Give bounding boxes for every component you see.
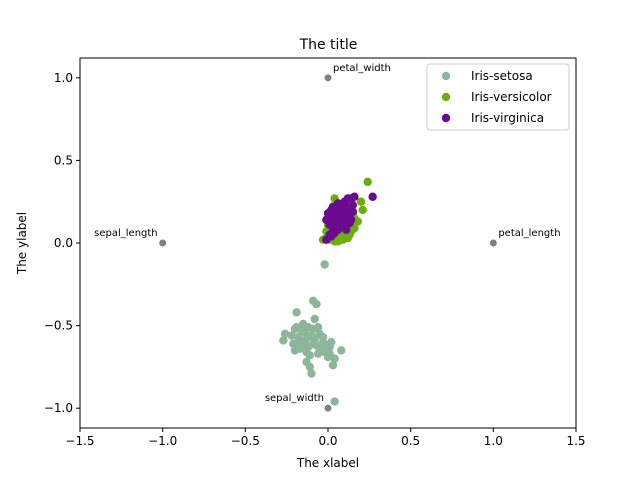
x-tick-label: 1.5 bbox=[566, 434, 585, 448]
y-tick-label: −1.0 bbox=[44, 401, 73, 415]
point-iris-setosa-5 bbox=[280, 329, 290, 339]
point-iris-versicolor-0 bbox=[363, 177, 372, 187]
legend-label-iris-versicolor: Iris-versicolor bbox=[471, 90, 552, 104]
legend-marker-iris-setosa bbox=[441, 71, 451, 81]
point-iris-setosa-29 bbox=[287, 331, 296, 340]
point-iris-setosa-49 bbox=[325, 349, 334, 358]
anchor-label-petal-length: petal_length bbox=[498, 228, 560, 239]
point-iris-setosa-21 bbox=[328, 361, 338, 370]
x-tick-label: 1.0 bbox=[484, 434, 503, 448]
anchor-label-sepal-width: sepal_width bbox=[265, 393, 324, 404]
point-iris-setosa-40 bbox=[303, 332, 313, 342]
x-tick-label: −1.0 bbox=[148, 434, 177, 448]
chart-title: The title bbox=[299, 37, 358, 53]
y-tick-label: 0.0 bbox=[54, 236, 73, 250]
x-axis-ticks: −1.5 −1.0 −0.5 0.0 0.5 1.0 1.5 bbox=[65, 428, 586, 448]
legend-marker-iris-virginica bbox=[441, 113, 451, 123]
point-iris-virginica-47 bbox=[345, 210, 354, 220]
point-iris-versicolor-49 bbox=[333, 237, 343, 246]
x-tick-label: 0.5 bbox=[401, 434, 420, 448]
point-iris-versicolor-2 bbox=[358, 205, 367, 215]
anchor-point-petal-width bbox=[324, 74, 332, 82]
legend-label-iris-setosa: Iris-setosa bbox=[471, 69, 533, 83]
y-tick-label: 0.5 bbox=[54, 153, 73, 167]
x-axis-label: The xlabel bbox=[296, 456, 359, 470]
legend-marker-iris-versicolor bbox=[441, 92, 451, 102]
anchor-label-petal-width: petal_width bbox=[333, 63, 391, 74]
point-iris-setosa-42 bbox=[330, 397, 339, 406]
point-iris-setosa-23 bbox=[305, 362, 315, 372]
point-iris-setosa-1 bbox=[292, 308, 301, 317]
y-tick-label: 1.0 bbox=[54, 71, 73, 85]
point-iris-setosa-3 bbox=[312, 299, 321, 309]
x-tick-label: 0.0 bbox=[318, 434, 337, 448]
legend: Iris-setosa Iris-versicolor Iris-virginica bbox=[426, 63, 570, 131]
anchor-point-sepal-width bbox=[324, 404, 332, 412]
point-iris-setosa-43 bbox=[290, 324, 300, 334]
anchor-point-petal-length bbox=[489, 239, 497, 247]
legend-box bbox=[426, 63, 570, 131]
point-iris-virginica-38 bbox=[343, 194, 353, 203]
point-iris-setosa-45 bbox=[312, 341, 321, 350]
point-iris-versicolor-1 bbox=[356, 197, 366, 206]
point-iris-setosa-46 bbox=[302, 347, 311, 357]
point-iris-versicolor-44 bbox=[343, 233, 353, 243]
point-iris-setosa-4 bbox=[279, 336, 288, 345]
point-iris-setosa-48 bbox=[308, 324, 318, 334]
point-iris-virginica-41 bbox=[323, 209, 333, 218]
anchor-label-sepal-length: sepal_length bbox=[94, 228, 158, 239]
legend-label-iris-virginica: Iris-virginica bbox=[471, 111, 544, 125]
point-iris-setosa-47 bbox=[299, 319, 308, 329]
point-iris-virginica-0 bbox=[368, 192, 377, 201]
point-iris-setosa-20 bbox=[337, 346, 346, 355]
point-iris-setosa-39 bbox=[310, 334, 319, 343]
point-iris-virginica-45 bbox=[332, 209, 341, 218]
anchor-point-sepal-length bbox=[159, 239, 167, 247]
y-axis-ticks: −1.0 −0.5 0.0 0.5 1.0 bbox=[44, 71, 80, 415]
y-axis-label: The ylabel bbox=[15, 212, 29, 275]
x-tick-label: −1.5 bbox=[65, 434, 94, 448]
point-iris-setosa-41 bbox=[297, 341, 306, 350]
x-tick-label: −0.5 bbox=[231, 434, 260, 448]
plot-points: petal_width sepal_length petal_lengthsepal… bbox=[94, 63, 561, 412]
point-iris-setosa-44 bbox=[318, 337, 328, 347]
y-tick-label: −0.5 bbox=[44, 319, 73, 333]
point-iris-virginica-42 bbox=[348, 200, 357, 210]
point-iris-virginica-49 bbox=[333, 217, 343, 226]
point-iris-setosa-24 bbox=[307, 369, 316, 378]
point-iris-setosa-0 bbox=[320, 260, 329, 269]
point-iris-virginica-43 bbox=[341, 225, 351, 234]
point-iris-setosa-14 bbox=[310, 314, 319, 324]
point-iris-setosa-37 bbox=[325, 342, 334, 352]
point-iris-virginica-44 bbox=[338, 204, 348, 213]
